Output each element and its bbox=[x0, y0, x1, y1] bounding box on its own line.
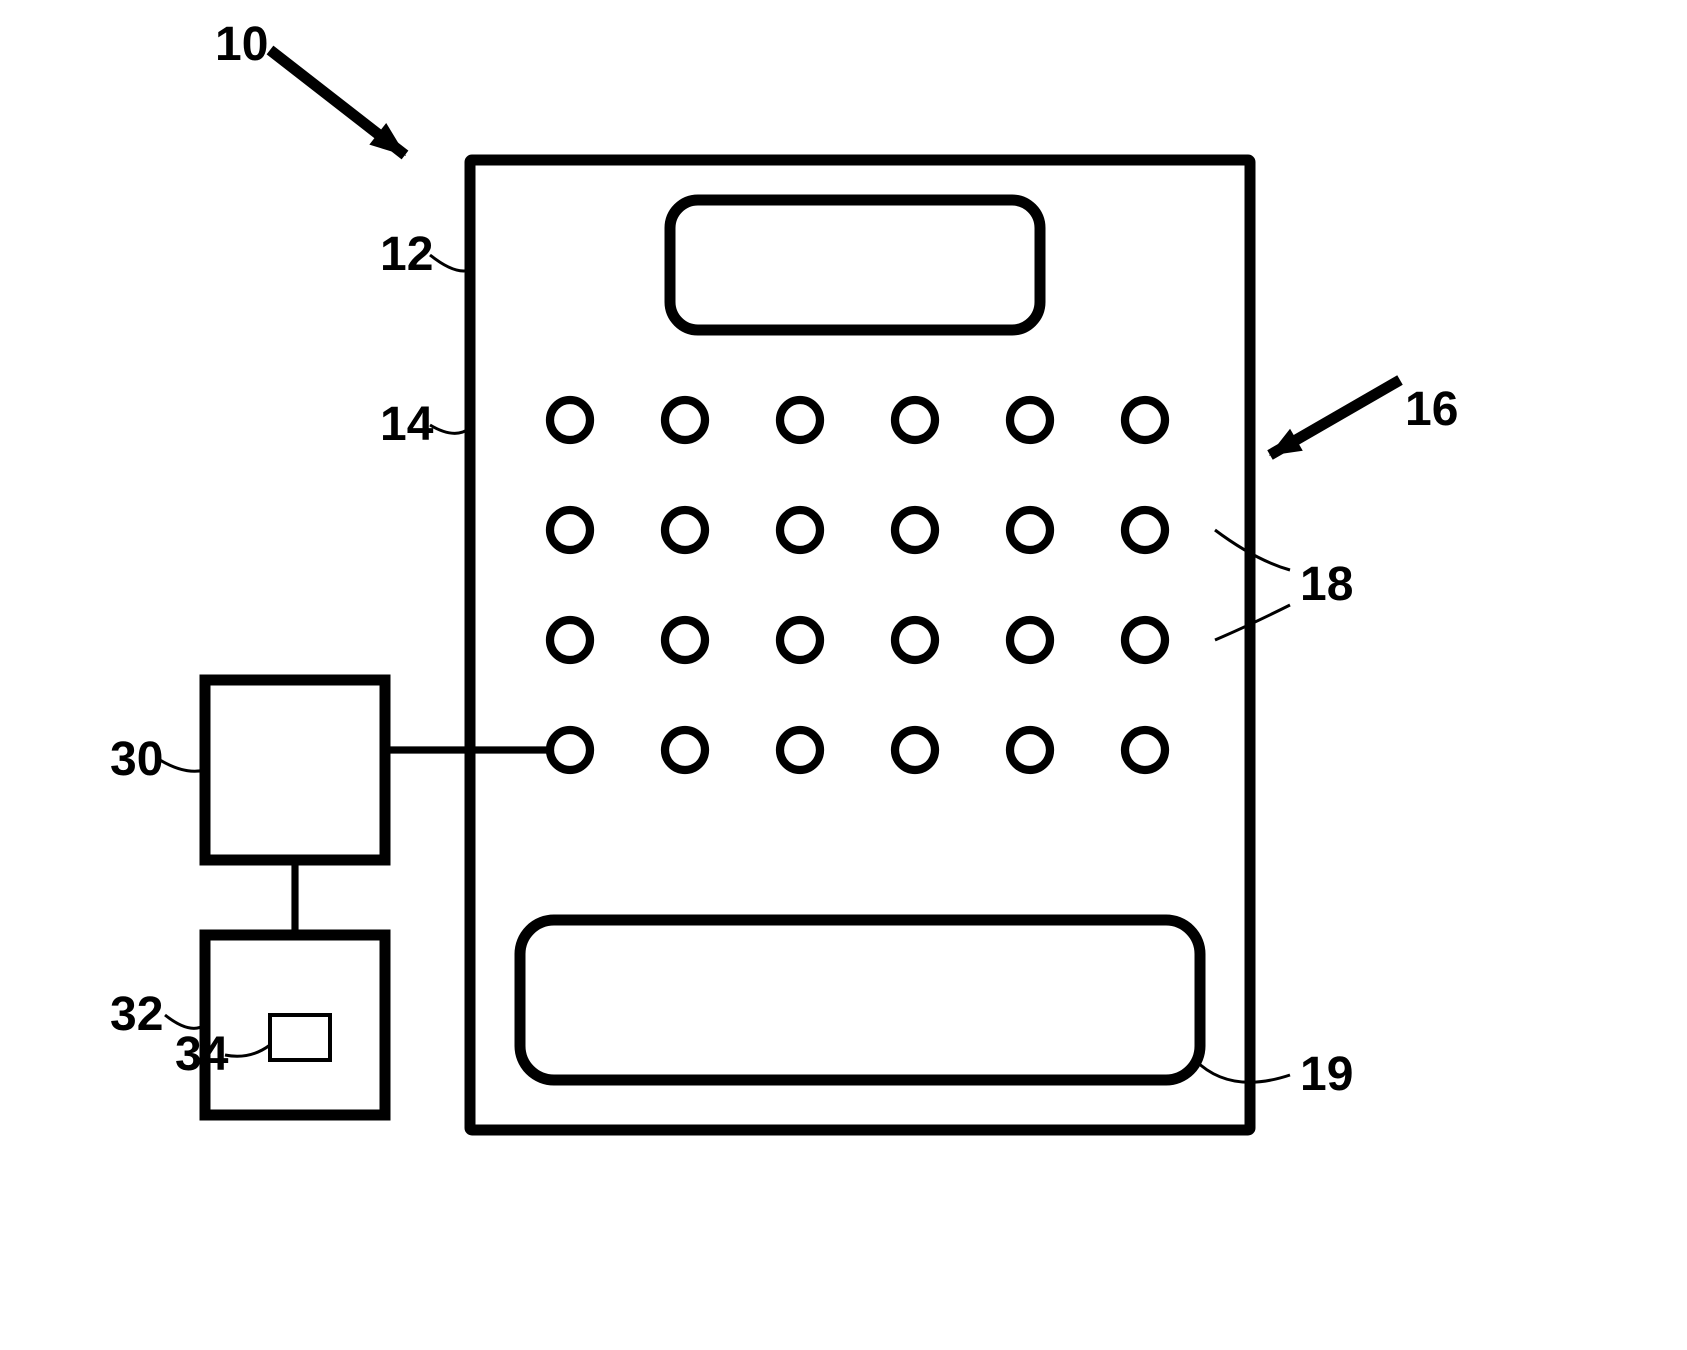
grid-hole bbox=[780, 510, 820, 550]
lower-slot bbox=[520, 920, 1200, 1080]
leader-l14 bbox=[430, 425, 470, 433]
leader-l30 bbox=[160, 760, 205, 771]
label-19: 19 bbox=[1300, 1048, 1353, 1101]
grid-hole bbox=[1010, 620, 1050, 660]
grid-hole bbox=[665, 510, 705, 550]
label-12: 12 bbox=[380, 228, 433, 281]
box-30 bbox=[205, 680, 385, 860]
grid-hole bbox=[1125, 620, 1165, 660]
grid-hole bbox=[780, 730, 820, 770]
grid-hole bbox=[550, 620, 590, 660]
grid-hole bbox=[1010, 400, 1050, 440]
leader-l12 bbox=[430, 255, 470, 271]
grid-hole bbox=[895, 620, 935, 660]
grid-hole bbox=[665, 730, 705, 770]
grid-hole bbox=[1010, 510, 1050, 550]
grid-hole bbox=[1125, 400, 1165, 440]
upper-slot bbox=[670, 200, 1040, 330]
grid-hole bbox=[1125, 730, 1165, 770]
label-14: 14 bbox=[380, 398, 434, 451]
grid-hole bbox=[895, 510, 935, 550]
label-18: 18 bbox=[1300, 558, 1353, 611]
label-30: 30 bbox=[110, 733, 163, 786]
label-34: 34 bbox=[175, 1028, 229, 1081]
grid-hole bbox=[665, 620, 705, 660]
grid-hole bbox=[780, 400, 820, 440]
grid-hole bbox=[1010, 730, 1050, 770]
label-10: 10 bbox=[215, 18, 268, 71]
leader-l32 bbox=[165, 1015, 205, 1028]
box-32 bbox=[205, 935, 385, 1115]
grid-hole bbox=[550, 510, 590, 550]
grid-hole bbox=[780, 620, 820, 660]
leader-l19 bbox=[1195, 1060, 1290, 1082]
grid-hole bbox=[1125, 510, 1165, 550]
box-34 bbox=[270, 1015, 330, 1060]
grid-hole bbox=[550, 400, 590, 440]
grid-hole bbox=[665, 400, 705, 440]
grid-hole bbox=[550, 730, 590, 770]
grid-hole bbox=[895, 730, 935, 770]
leader-l34 bbox=[225, 1045, 270, 1056]
label-16: 16 bbox=[1405, 383, 1458, 436]
grid-hole bbox=[895, 400, 935, 440]
label-32: 32 bbox=[110, 988, 163, 1041]
